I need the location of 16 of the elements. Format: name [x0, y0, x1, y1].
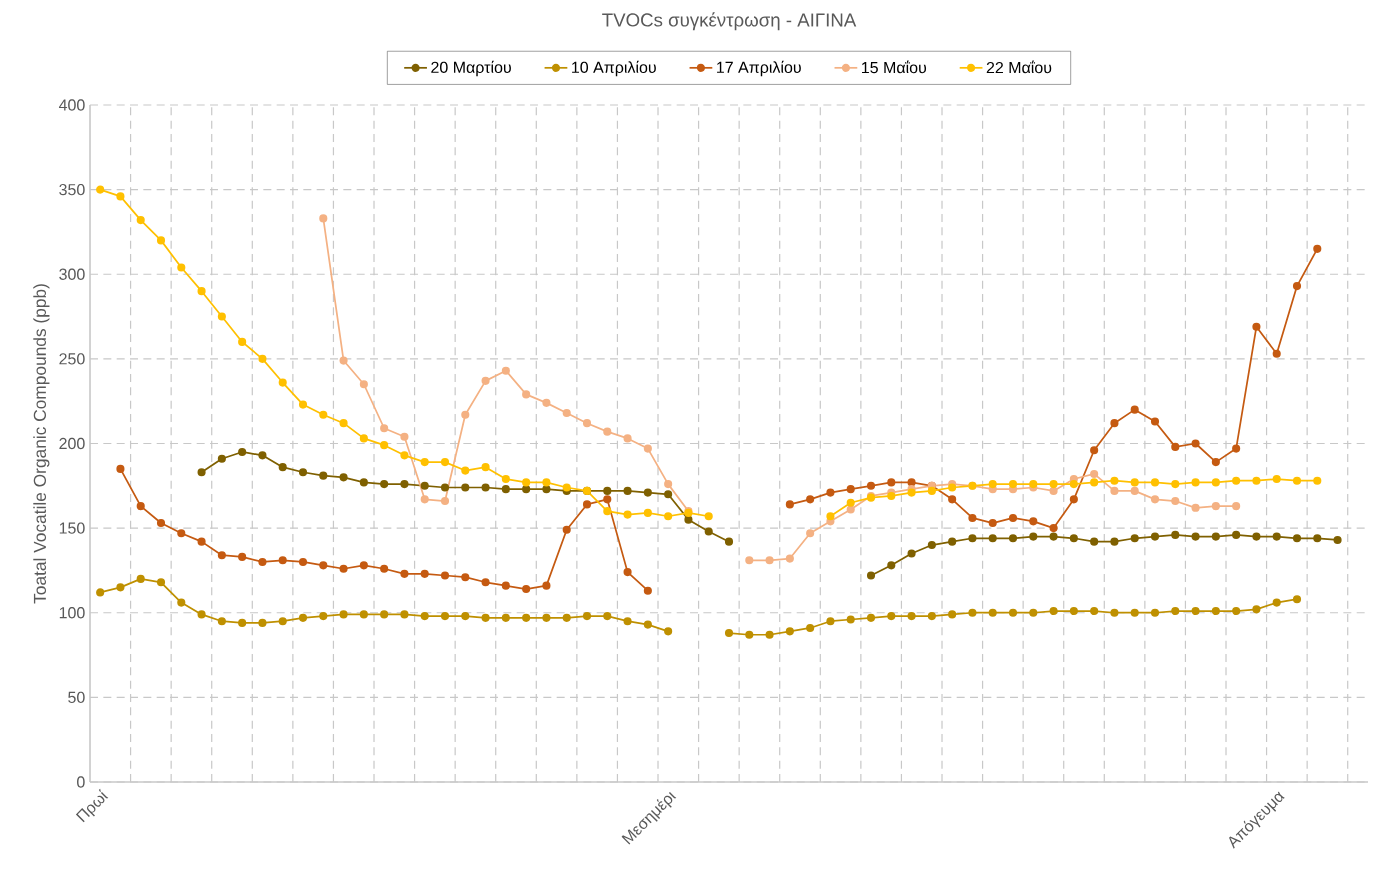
legend-label: 20 Μαρτίου: [431, 60, 511, 77]
y-tick-label: 400: [58, 99, 85, 111]
chart-title: TVOCs συγκέντρωση - ΑΙΓΙΝΑ: [602, 12, 857, 31]
legend-label: 17 Απριλίου: [717, 60, 801, 77]
y-tick-label: 300: [59, 268, 85, 280]
y-tick-label: 50: [68, 691, 85, 704]
y-tick-label: 200: [59, 437, 85, 450]
y-tick-label: 250: [59, 353, 85, 365]
legend-label: 15 Μαΐου: [862, 60, 927, 74]
legend-label: 22 Μαΐου: [986, 60, 1052, 74]
y-tick-label: 350: [59, 183, 85, 196]
y-tick-label: 150: [59, 522, 85, 534]
y-tick-label: 100: [59, 607, 85, 619]
y-axis-title: Toatal Vocatile Organic Compounds (ppb): [33, 284, 50, 604]
y-tick-label: 0: [77, 776, 85, 788]
legend-label: 10 Απριλίου: [572, 60, 656, 77]
